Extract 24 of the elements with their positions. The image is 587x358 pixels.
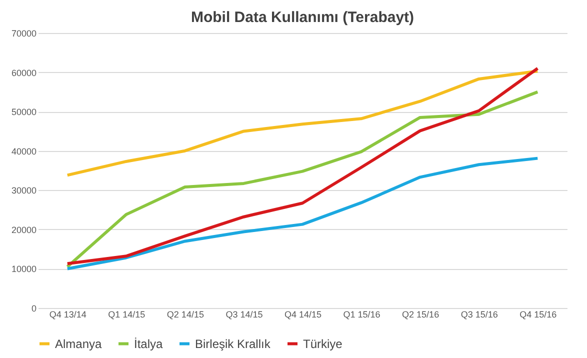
x-tick-label: Q1 15/16 — [343, 310, 380, 320]
y-tick-label: 0 — [31, 304, 36, 314]
x-tick-label: Q3 14/15 — [226, 310, 263, 320]
legend-label: Türkiye — [303, 336, 343, 351]
legend-label: İtalya — [134, 336, 164, 351]
x-tick-label: Q4 15/16 — [520, 310, 557, 320]
x-tick-label: Q2 14/15 — [166, 310, 204, 320]
y-tick-label: 10000 — [11, 264, 36, 274]
y-tick-label: 60000 — [11, 68, 36, 78]
chart-title: Mobil Data Kullanımı (Terabayt) — [190, 9, 414, 26]
line-series — [66, 156, 540, 270]
y-tick-label: 40000 — [11, 146, 36, 156]
legend-label: Almanya — [55, 336, 102, 351]
x-tick-label: Q4 13/14 — [49, 310, 86, 320]
x-tick-label: Q1 14/15 — [108, 310, 146, 320]
legend-label: Birleşik Krallık — [195, 336, 272, 351]
y-tick-label: 50000 — [11, 107, 36, 118]
y-tick-label: 20000 — [11, 224, 36, 235]
x-tick-label: Q4 14/15 — [284, 310, 322, 320]
line-series — [66, 70, 540, 177]
x-tick-label: Q2 15/16 — [402, 310, 440, 320]
y-tick-label: 70000 — [11, 28, 36, 38]
x-tick-label: Q3 15/16 — [460, 310, 498, 320]
y-tick-label: 30000 — [11, 186, 36, 196]
